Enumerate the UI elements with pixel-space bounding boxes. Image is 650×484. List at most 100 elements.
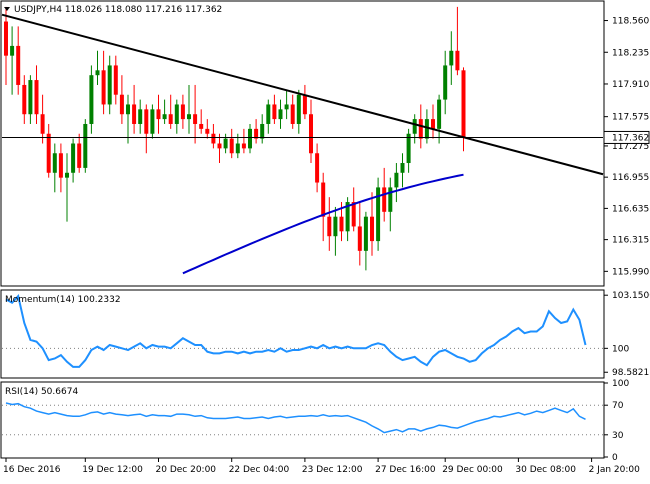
candle-body — [126, 104, 130, 115]
candle-body — [119, 94, 124, 115]
candle-body — [302, 94, 307, 115]
candle-body — [223, 138, 228, 149]
candle-body — [309, 114, 313, 154]
momentum-panel-frame — [0, 289, 605, 379]
momentum-axis: 103.1506 100 98.5821 — [604, 291, 650, 378]
candle-body — [107, 65, 112, 105]
candle-body — [58, 153, 63, 178]
moving-average-line — [182, 173, 464, 275]
candle-body — [321, 182, 326, 217]
candle-body — [10, 45, 15, 56]
time-tick-label: 29 Dec 00:00 — [442, 465, 503, 475]
candle-body — [327, 216, 332, 237]
rsi-panel-frame — [0, 381, 605, 459]
time-tick-label: 30 Dec 08:00 — [515, 465, 576, 475]
candle-body — [418, 119, 423, 139]
price-panel-frame — [0, 0, 605, 287]
momentum-title: Momentum(14) 100.2332 — [5, 295, 121, 305]
candle-body — [4, 21, 8, 56]
candle-body — [449, 50, 454, 66]
price-panel: 118.560 118.235 117.910 117.575 117.275 116.9… — [0, 0, 650, 287]
candle-body — [461, 70, 466, 138]
rsi-axis: 100 70 30 0 — [604, 379, 629, 463]
price-tick-label: 115.990 — [612, 267, 649, 277]
candle-body — [168, 114, 173, 124]
candle-body — [315, 153, 320, 183]
candle-body — [266, 104, 271, 124]
candle-body — [339, 216, 344, 232]
candle-body — [443, 65, 448, 100]
momentum-tick-label: 98.5821 — [612, 368, 649, 378]
candle-body — [95, 70, 100, 76]
candle-body — [272, 104, 277, 120]
price-tick-label: 117.910 — [612, 80, 649, 90]
candle-body — [132, 104, 137, 124]
candle-body — [260, 123, 265, 139]
candle-body — [180, 104, 185, 120]
candle-body — [113, 65, 118, 95]
candle-body — [394, 172, 399, 188]
momentum-panel: 103.1506 100 98.5821 Momentum(14) 100.2332 — [0, 289, 650, 379]
candle-body — [150, 109, 155, 134]
candle-body — [296, 94, 301, 124]
candle-body — [241, 143, 246, 149]
price-tick-label: 116.315 — [612, 236, 649, 246]
candle-body — [217, 143, 222, 149]
candle-body — [187, 114, 191, 120]
candle-body — [376, 187, 381, 242]
candle-body — [278, 109, 283, 120]
candle-body — [248, 128, 252, 149]
price-tick-label: 117.275 — [612, 142, 649, 152]
time-tick-label: 2 Jan 20:00 — [589, 465, 641, 475]
candle-body — [333, 216, 338, 237]
candle-body — [424, 119, 429, 139]
candle-body — [46, 133, 51, 173]
time-tick-label: 19 Dec 12:00 — [82, 465, 143, 475]
candle-body — [34, 80, 39, 115]
candle-body — [77, 143, 82, 168]
candles-group — [4, 6, 466, 271]
candle-body — [357, 226, 362, 251]
candle-body — [363, 216, 368, 251]
rsi-tick-label: 0 — [612, 453, 618, 463]
price-tick-label: 116.635 — [612, 204, 649, 214]
price-axis: 118.560 118.235 117.910 117.575 117.275 116.9… — [604, 17, 649, 277]
rsi-title: RSI(14) 50.6674 — [5, 387, 78, 397]
candle-body — [406, 133, 411, 164]
candle-body — [144, 109, 149, 134]
dropdown-triangle-icon[interactable] — [4, 7, 10, 11]
candle-body — [229, 138, 234, 154]
time-tick-label: 27 Dec 16:00 — [375, 465, 436, 475]
current-price-label: 117.362 — [612, 133, 649, 143]
time-tick-label: 16 Dec 2016 — [3, 465, 61, 475]
momentum-tick-label: 103.1506 — [612, 291, 650, 301]
candle-body — [16, 45, 21, 85]
candle-body — [437, 99, 442, 129]
current-price-box — [603, 130, 650, 144]
time-axis: 16 Dec 2016 19 Dec 12:00 20 Dec 20:00 22 De… — [3, 458, 640, 475]
candle-body — [138, 109, 143, 124]
time-tick-label: 20 Dec 20:00 — [156, 465, 217, 475]
candle-body — [284, 104, 289, 110]
candle-body — [83, 123, 88, 168]
candle-body — [71, 143, 76, 173]
rsi-tick-label: 100 — [612, 379, 629, 389]
candle-body — [205, 128, 210, 134]
candle-body — [193, 114, 198, 124]
candle-body — [162, 114, 167, 120]
candle-body — [351, 202, 356, 227]
candle-body — [40, 114, 45, 134]
candle-body — [370, 216, 374, 242]
candle-body — [431, 119, 435, 129]
momentum-line — [5, 294, 587, 368]
candle-body — [52, 153, 57, 173]
candle-body — [400, 163, 405, 173]
price-tick-label: 117.575 — [612, 113, 649, 123]
candle-body — [455, 50, 460, 71]
price-tick-label: 118.560 — [612, 17, 649, 27]
candle-body — [412, 119, 417, 134]
candle-body — [290, 104, 295, 124]
rsi-tick-label: 30 — [612, 431, 624, 441]
candle-body — [345, 202, 350, 232]
